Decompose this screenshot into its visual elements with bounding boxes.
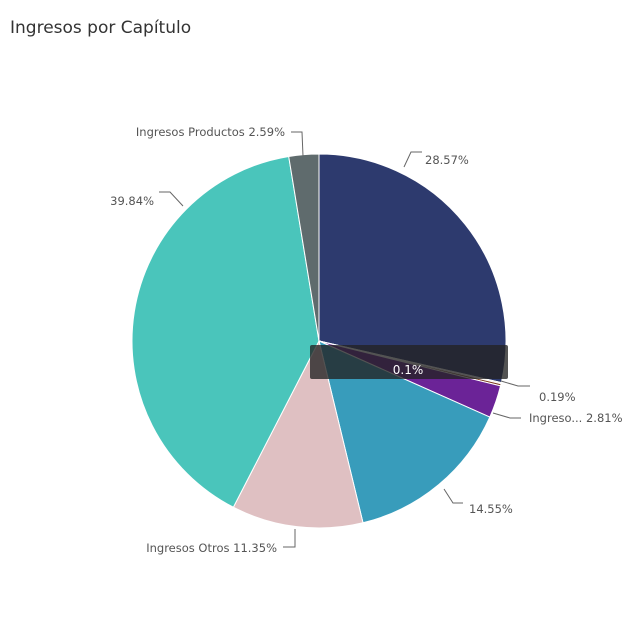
- pie-slice-6[interactable]: [131, 155, 320, 508]
- slice-label-7: Ingresos Productos 2.59%: [136, 125, 285, 139]
- slice-label-4: 14.55%: [469, 502, 513, 516]
- tooltip-label: 0.1%: [393, 363, 424, 377]
- slice-label-2: 0.19%: [539, 390, 576, 404]
- leader-line-6: [159, 191, 184, 207]
- slice-label-5: Ingresos Otros 11.35%: [146, 541, 277, 555]
- leader-line-4: [443, 488, 463, 504]
- slices-layer: [131, 153, 507, 529]
- pie-slice-0[interactable]: [318, 153, 507, 384]
- tooltip-box: [310, 345, 508, 379]
- leader-line-3: [492, 412, 521, 419]
- pie-slice-7[interactable]: [288, 153, 320, 342]
- leader-line-7: [291, 131, 304, 157]
- slice-label-0: 28.57%: [425, 153, 469, 167]
- pie-slice-5[interactable]: [232, 339, 364, 529]
- leader-line-5: [283, 529, 296, 548]
- tooltip: 0.1%: [310, 345, 508, 379]
- slice-label-6: 39.84%: [110, 194, 154, 208]
- slice-label-3: Ingreso... 2.81%: [529, 411, 623, 425]
- pie-slice-4[interactable]: [318, 340, 491, 524]
- labels-layer: 28.57% 0.19% Ingreso... 2.81% 14.55% Ingreso…: [110, 125, 622, 555]
- leader-line-0: [403, 151, 422, 168]
- chart-title: Ingresos por Capítulo: [10, 18, 192, 38]
- leader-line-2: [500, 380, 530, 387]
